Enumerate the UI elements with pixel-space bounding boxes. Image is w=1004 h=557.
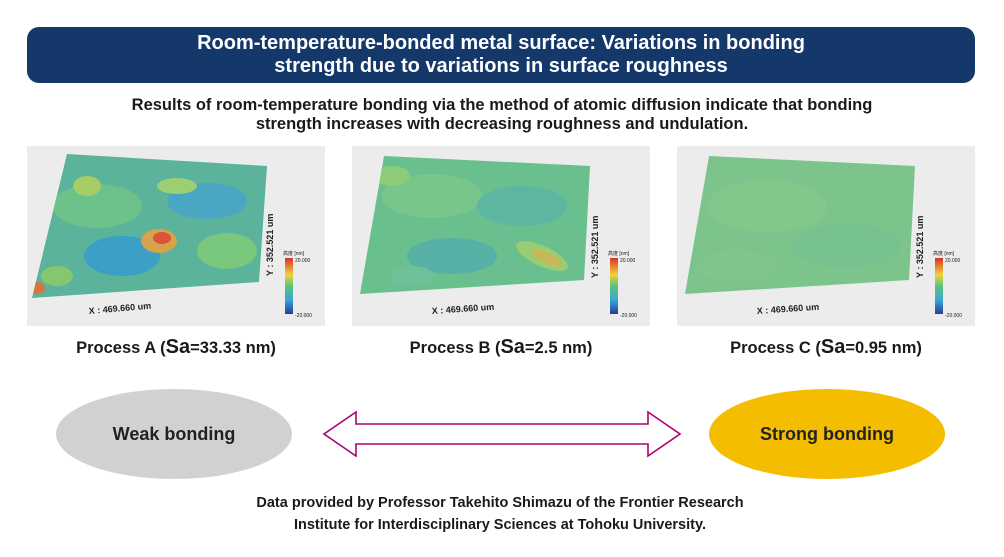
subtitle: Results of room-temperature bonding via … — [20, 96, 984, 134]
credit-line-2: Institute for Interdisciplinary Sciences… — [293, 517, 706, 533]
x-axis-label: X : 469.660 um — [88, 301, 151, 316]
weak-bonding-label: Weak bonding — [112, 423, 236, 444]
scale-min: -20.000 — [945, 313, 962, 319]
surface-map-a: X : 469.660 um Y : 352.521 um 高度 [nm] 20… — [27, 146, 325, 326]
scale-max: 20.000 — [295, 258, 311, 264]
subtitle-line-2: strength increases with decreasing rough… — [255, 115, 749, 133]
title-line-1: Room-temperature-bonded metal surface: V… — [197, 32, 805, 54]
process-c-label: Process C (Sa=0.95 nm) — [730, 336, 922, 358]
title-banner: Room-temperature-bonded metal surface: V… — [27, 27, 975, 83]
weak-bonding-ellipse: Weak bonding — [56, 389, 292, 479]
scale-min: -20.000 — [620, 313, 637, 319]
y-axis-label: Y : 352.521 um — [915, 216, 925, 278]
strong-bonding-label: Strong bonding — [760, 423, 894, 444]
subtitle-line-1: Results of room-temperature bonding via … — [131, 96, 873, 114]
scale-title: 高度 [nm] — [283, 250, 305, 257]
y-axis-label: Y : 352.521 um — [265, 214, 275, 276]
credit-line-1: Data provided by Professor Takehito Shim… — [256, 495, 744, 511]
scale-title: 高度 [nm] — [608, 250, 630, 257]
y-axis-label: Y : 352.521 um — [590, 216, 600, 278]
scale-max: 20.000 — [945, 258, 961, 264]
x-axis-label: X : 469.660 um — [756, 302, 819, 316]
surface-map-b: X : 469.660 um Y : 352.521 um 高度 [nm] 20… — [352, 146, 650, 326]
process-a-label: Process A (Sa=33.33 nm) — [76, 336, 276, 358]
strong-bonding-ellipse: Strong bonding — [709, 389, 945, 479]
process-b-label: Process B (Sa=2.5 nm) — [409, 336, 593, 358]
scale-max: 20.000 — [620, 258, 636, 264]
surface-map-c: X : 469.660 um Y : 352.521 um 高度 [nm] 20… — [677, 146, 975, 326]
scale-min: -20.000 — [295, 313, 312, 319]
title-line-2: strength due to variations in surface ro… — [274, 55, 728, 77]
credit-note: Data provided by Professor Takehito Shim… — [100, 492, 900, 536]
x-axis-label: X : 469.660 um — [431, 302, 494, 316]
double-arrow-icon — [322, 410, 682, 458]
scale-title: 高度 [nm] — [933, 250, 955, 257]
